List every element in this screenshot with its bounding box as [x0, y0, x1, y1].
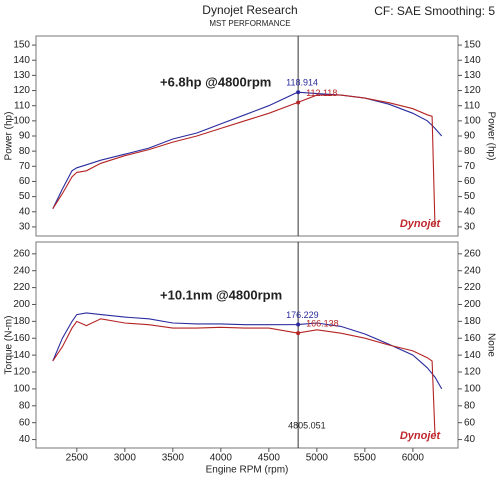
y2-tick-label: 150	[464, 40, 481, 51]
x-tick-label: 2500	[66, 453, 89, 464]
plot-frame	[35, 35, 459, 237]
settings-text: CF: SAE Smoothing: 5	[374, 4, 495, 18]
y2-axis-label: None	[485, 333, 496, 357]
y-tick-label: 40	[19, 434, 31, 445]
y-tick-label: 180	[13, 316, 30, 327]
x-tick-label: 5000	[306, 453, 329, 464]
y2-tick-label: 180	[464, 316, 481, 327]
y-tick-label: 110	[14, 100, 30, 111]
power-curve	[52, 91, 443, 209]
y2-tick-label: 90	[464, 131, 476, 142]
y2-tick-label: 40	[464, 206, 476, 217]
title: Dynojet Research	[202, 3, 297, 17]
cursor-value: 112.118	[306, 88, 337, 98]
y-tick-label: 120	[13, 367, 30, 378]
y2-tick-label: 100	[464, 115, 481, 126]
y-tick-label: 240	[13, 265, 30, 276]
x-tick-label: 6000	[402, 453, 425, 464]
y-tick-label: 80	[19, 146, 31, 157]
cursor-point	[296, 100, 301, 105]
y2-tick-label: 220	[464, 282, 481, 293]
y2-tick-label: 260	[464, 248, 481, 259]
y-tick-label: 70	[19, 161, 31, 172]
logo: Dynojet	[400, 430, 442, 442]
y-tick-label: 200	[13, 299, 30, 310]
x-tick-label: 3500	[162, 453, 185, 464]
cursor-point	[296, 90, 301, 95]
y-tick-label: 220	[13, 282, 30, 293]
y2-tick-label: 140	[464, 350, 481, 361]
logo: Dynojet	[400, 218, 442, 230]
cursor-point	[296, 322, 301, 327]
y-tick-label: 40	[19, 206, 31, 217]
cursor-value: 176.229	[286, 310, 319, 320]
y-tick-label: 140	[13, 55, 30, 66]
y-tick-label: 50	[19, 191, 31, 202]
y-axis-label: Torque (N-m)	[4, 316, 15, 375]
y2-tick-label: 120	[464, 85, 481, 96]
y2-tick-label: 240	[464, 265, 481, 276]
y-tick-label: 150	[13, 40, 30, 51]
x-tick-label: 4000	[210, 453, 233, 464]
y-tick-label: 90	[19, 131, 31, 142]
y2-tick-label: 100	[464, 384, 481, 395]
y-tick-label: 60	[19, 417, 31, 428]
y2-tick-label: 110	[464, 100, 480, 111]
cursor-value: 118.914	[286, 78, 318, 88]
y-tick-label: 100	[13, 384, 30, 395]
y-tick-label: 140	[13, 350, 30, 361]
y2-tick-label: 60	[464, 176, 476, 187]
y-tick-label: 80	[19, 400, 31, 411]
subtitle: MST PERFORMANCE	[209, 19, 290, 28]
y2-tick-label: 80	[464, 400, 476, 411]
y2-tick-label: 60	[464, 417, 476, 428]
y2-tick-label: 40	[464, 434, 476, 445]
y-tick-label: 260	[13, 248, 30, 259]
y2-tick-label: 140	[464, 55, 481, 66]
y-axis-label: Power (hp)	[4, 112, 15, 161]
y-tick-label: 30	[19, 222, 31, 233]
cursor-x-value: 4805.051	[288, 420, 326, 430]
y-tick-label: 160	[13, 333, 30, 344]
y-tick-label: 130	[13, 70, 30, 81]
y2-tick-label: 160	[464, 333, 481, 344]
y2-tick-label: 80	[464, 146, 476, 157]
y2-tick-label: 120	[464, 367, 481, 378]
cursor-point	[296, 331, 301, 336]
y2-tick-label: 30	[464, 222, 476, 233]
x-tick-label: 3000	[114, 453, 137, 464]
x-axis-label: Engine RPM (rpm)	[206, 465, 289, 476]
y2-tick-label: 70	[464, 161, 476, 172]
power-curve	[52, 318, 436, 436]
annotation: +10.1nm @4800rpm	[160, 287, 282, 302]
x-tick-label: 5500	[354, 453, 377, 464]
cursor-value: 166.138	[306, 318, 339, 328]
y2-tick-label: 130	[464, 70, 481, 81]
y2-tick-label: 200	[464, 299, 481, 310]
y-tick-label: 60	[19, 176, 31, 187]
y-tick-label: 100	[13, 115, 30, 126]
y-tick-label: 120	[13, 85, 30, 96]
power-curve	[52, 312, 443, 390]
annotation: +6.8hp @4800rpm	[160, 74, 271, 89]
power-curve	[52, 94, 436, 227]
plot-frame	[35, 241, 459, 449]
y2-tick-label: 50	[464, 191, 476, 202]
x-tick-label: 4500	[258, 453, 281, 464]
y2-axis-label: Power (hp)	[485, 112, 496, 161]
